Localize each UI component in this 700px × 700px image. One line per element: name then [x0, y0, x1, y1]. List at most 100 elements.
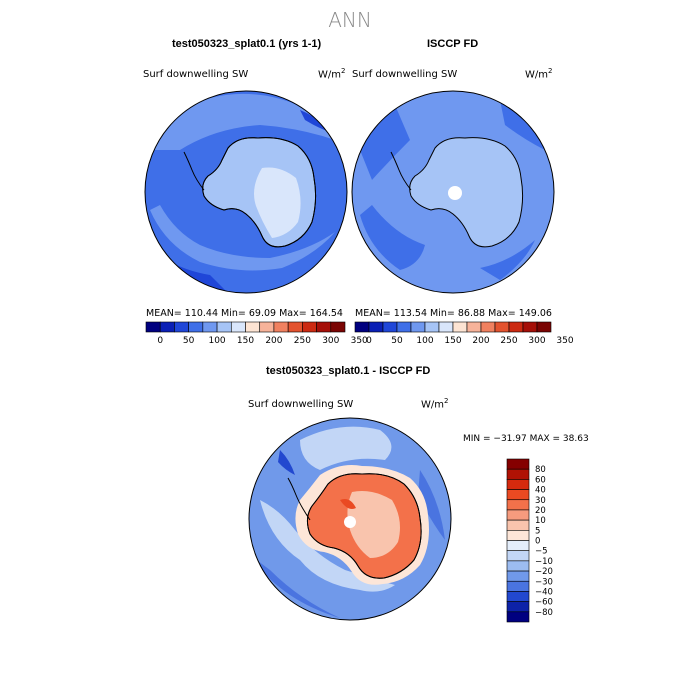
colorbar-swatch — [452, 321, 468, 333]
colorbar-tick-label: 20 — [535, 506, 546, 516]
colorbar-swatch — [230, 321, 246, 333]
colorbar-tick-label: 200 — [265, 336, 282, 346]
colorbar-swatch — [506, 601, 530, 613]
colorbar-swatch — [396, 321, 412, 333]
colorbar-swatch — [480, 321, 496, 333]
colorbar-tick-label: 350 — [351, 336, 368, 346]
colorbar-tick-label: 30 — [535, 496, 546, 506]
colorbar-tick-label: −30 — [535, 577, 553, 587]
field-label-obs: Surf downwelling SW — [352, 69, 458, 80]
colorbar-tick-label: 250 — [500, 336, 517, 346]
colorbar-swatch — [302, 321, 317, 333]
colorbar-swatch — [506, 540, 530, 551]
colorbar-swatch — [188, 321, 204, 333]
colorbar-tick-label: −10 — [535, 557, 553, 567]
colorbar-swatch — [273, 321, 289, 333]
colorbar-swatch — [368, 321, 384, 333]
colorbar-model: 0 50 100 150 200 250 300 350 — [145, 321, 368, 346]
colorbar-tick-label: 150 — [444, 336, 461, 346]
colorbar-swatch — [506, 489, 530, 501]
map-obs — [351, 90, 555, 294]
colorbar-tick-label: −5 — [535, 547, 548, 557]
colorbar-swatch — [438, 321, 454, 333]
map-border-diff — [248, 417, 452, 621]
colorbar-swatch — [216, 321, 232, 333]
field-label-diff: Surf downwelling SW — [248, 399, 354, 410]
map-border-model — [144, 90, 348, 294]
colorbar-swatch — [506, 580, 530, 592]
colorbar-swatch — [506, 611, 530, 623]
map-diff — [248, 417, 452, 621]
pole-hole — [448, 186, 462, 200]
colorbar-tick-label: −40 — [535, 587, 553, 597]
colorbar-swatch — [382, 321, 398, 333]
field-label-model: Surf downwelling SW — [143, 69, 249, 80]
colorbar-swatch — [506, 499, 530, 511]
colorbar-swatch — [506, 530, 530, 541]
panel-title-diff: test050323_splat0.1 - ISCCP FD — [266, 365, 431, 377]
colorbar-swatch — [494, 321, 510, 333]
colorbar-swatch — [330, 321, 346, 333]
colorbar-swatch — [245, 321, 261, 333]
colorbar-tick-label: 100 — [208, 336, 225, 346]
colorbar-swatch — [508, 321, 524, 333]
colorbar-tick-label: 0 — [535, 537, 540, 547]
antarctica-outline — [409, 137, 524, 248]
colorbar-tick-label: 60 — [535, 475, 546, 485]
panel-title-model: test050323_splat0.1 (yrs 1-1) — [172, 38, 322, 50]
colorbar-swatch — [316, 321, 332, 333]
colorbar-swatch — [174, 321, 189, 333]
colorbar-tick-label: 5 — [535, 526, 540, 536]
colorbar-swatch — [145, 321, 161, 333]
colorbar-swatch — [506, 560, 530, 572]
map-border-obs — [351, 90, 555, 294]
units-label-obs: W/m2 — [525, 67, 553, 81]
units-label-diff: W/m2 — [421, 397, 449, 411]
colorbar-swatch — [506, 519, 530, 531]
colorbar-tick-label: 200 — [472, 336, 489, 346]
colorbar-tick-label: −20 — [535, 567, 553, 577]
colorbar-tick-label: 300 — [322, 336, 339, 346]
colorbar-swatch — [354, 321, 370, 333]
colorbar-swatch — [506, 479, 530, 490]
stats-obs: MEAN= 113.54 Min= 86.88 Max= 149.06 — [355, 308, 552, 319]
units-label-model: W/m2 — [318, 67, 346, 81]
colorbar-swatch — [506, 570, 530, 582]
minmax-diff: MIN = −31.97 MAX = 38.63 — [463, 434, 589, 444]
colorbar-swatch — [506, 591, 530, 602]
colorbar-tick-label: 50 — [183, 336, 195, 346]
pole-hole — [344, 516, 356, 528]
colorbar-swatch — [424, 321, 440, 333]
colorbar-tick-label: 150 — [237, 336, 254, 346]
colorbar-tick-label: 300 — [528, 336, 545, 346]
colorbar-swatch — [506, 468, 530, 480]
colorbar-swatch — [506, 458, 530, 470]
colorbar-swatch — [287, 321, 303, 333]
colorbar-tick-label: 350 — [556, 336, 573, 346]
colorbar-tick-label: 0 — [157, 336, 163, 346]
colorbar-swatch — [536, 321, 552, 333]
colorbar-tick-label: 100 — [416, 336, 433, 346]
map-model — [144, 90, 348, 294]
colorbar-tick-label: −80 — [535, 608, 553, 618]
colorbar-tick-label: 40 — [535, 486, 546, 496]
colorbar-swatch — [410, 321, 426, 333]
antarctic-peninsula — [183, 151, 205, 191]
colorbar-swatch — [506, 509, 530, 521]
colorbar-swatch — [506, 550, 530, 562]
colorbar-swatch — [259, 321, 275, 333]
colorbar-tick-label: 0 — [366, 336, 372, 346]
colorbar-swatch — [159, 321, 175, 333]
stats-model: MEAN= 110.44 Min= 69.09 Max= 164.54 — [146, 308, 343, 319]
panel-title-obs: ISCCP FD — [427, 38, 479, 50]
page-title: ANN — [328, 8, 372, 32]
colorbar-tick-label: 80 — [535, 465, 546, 475]
colorbar-swatch — [202, 321, 218, 333]
colorbar-swatch — [522, 321, 538, 333]
colorbar-tick-label: 10 — [535, 516, 546, 526]
colorbar-tick-label: 50 — [391, 336, 403, 346]
colorbar-tick-label: 250 — [294, 336, 311, 346]
colorbar-obs: 0 50 100 150 200 250 300 350 — [354, 321, 574, 346]
